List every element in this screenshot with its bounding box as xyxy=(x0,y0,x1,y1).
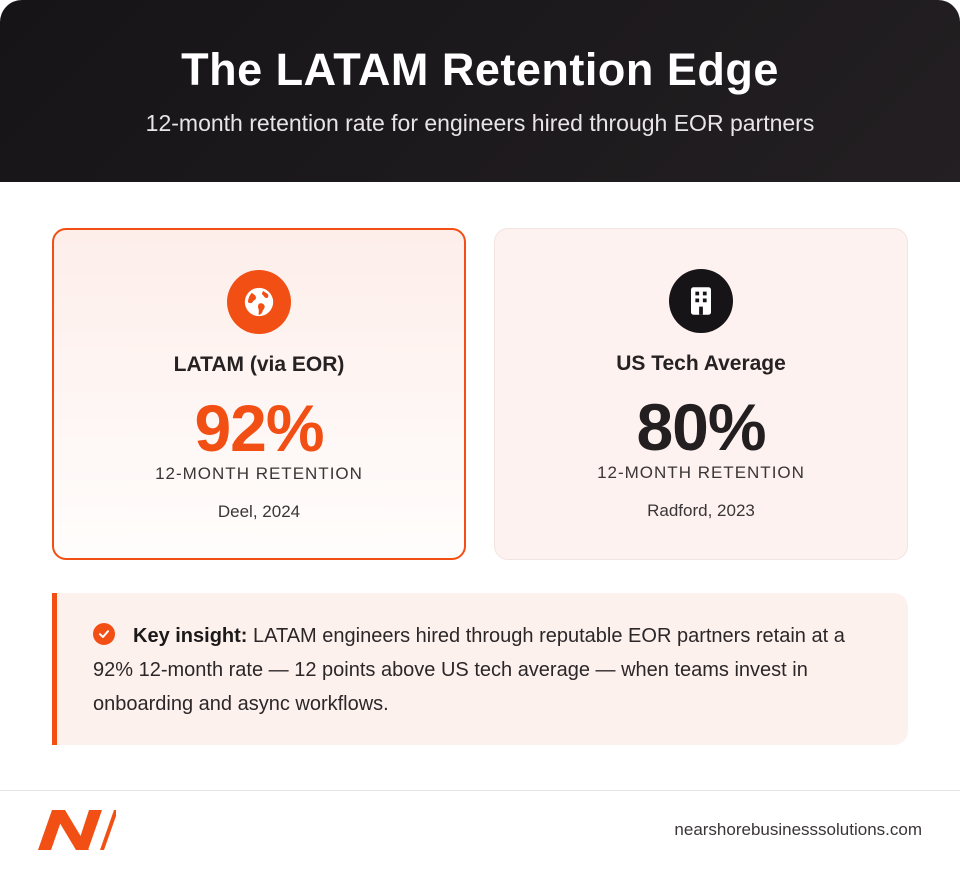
latam-card: LATAM (via EOR) 92% 12-MONTH RETENTION D… xyxy=(52,228,466,560)
card-label: LATAM (via EOR) xyxy=(173,353,345,376)
insight-text: Key insight: LATAM engineers hired throu… xyxy=(93,619,883,721)
insight-body: LATAM engineers hired through reputable … xyxy=(93,625,845,715)
page-subtitle: 12-month retention rate for engineers hi… xyxy=(145,110,815,136)
globe-icon xyxy=(227,270,291,334)
key-insight-callout: Key insight: LATAM engineers hired throu… xyxy=(52,593,908,745)
header-banner: The LATAM Retention Edge 12-month retent… xyxy=(0,0,960,182)
building-icon xyxy=(669,269,733,333)
source-citation: Radford, 2023 xyxy=(647,501,755,520)
insight-lead: Key insight: xyxy=(133,625,248,647)
check-circle-icon xyxy=(93,623,115,645)
retention-value: 92% xyxy=(194,391,324,465)
retention-value: 80% xyxy=(636,390,766,464)
us-card: US Tech Average 80% 12-MONTH RETENTION R… xyxy=(494,228,908,560)
page-title: The LATAM Retention Edge xyxy=(181,44,779,95)
source-citation: Deel, 2024 xyxy=(217,502,301,521)
footer-divider xyxy=(0,790,960,791)
nearshore-logo xyxy=(38,810,116,850)
card-label: US Tech Average xyxy=(616,352,786,375)
website-domain[interactable]: nearshorebusinesssolutions.com xyxy=(674,820,922,839)
metric-label: 12-MONTH RETENTION xyxy=(597,463,805,482)
metric-label: 12-MONTH RETENTION xyxy=(155,464,363,483)
